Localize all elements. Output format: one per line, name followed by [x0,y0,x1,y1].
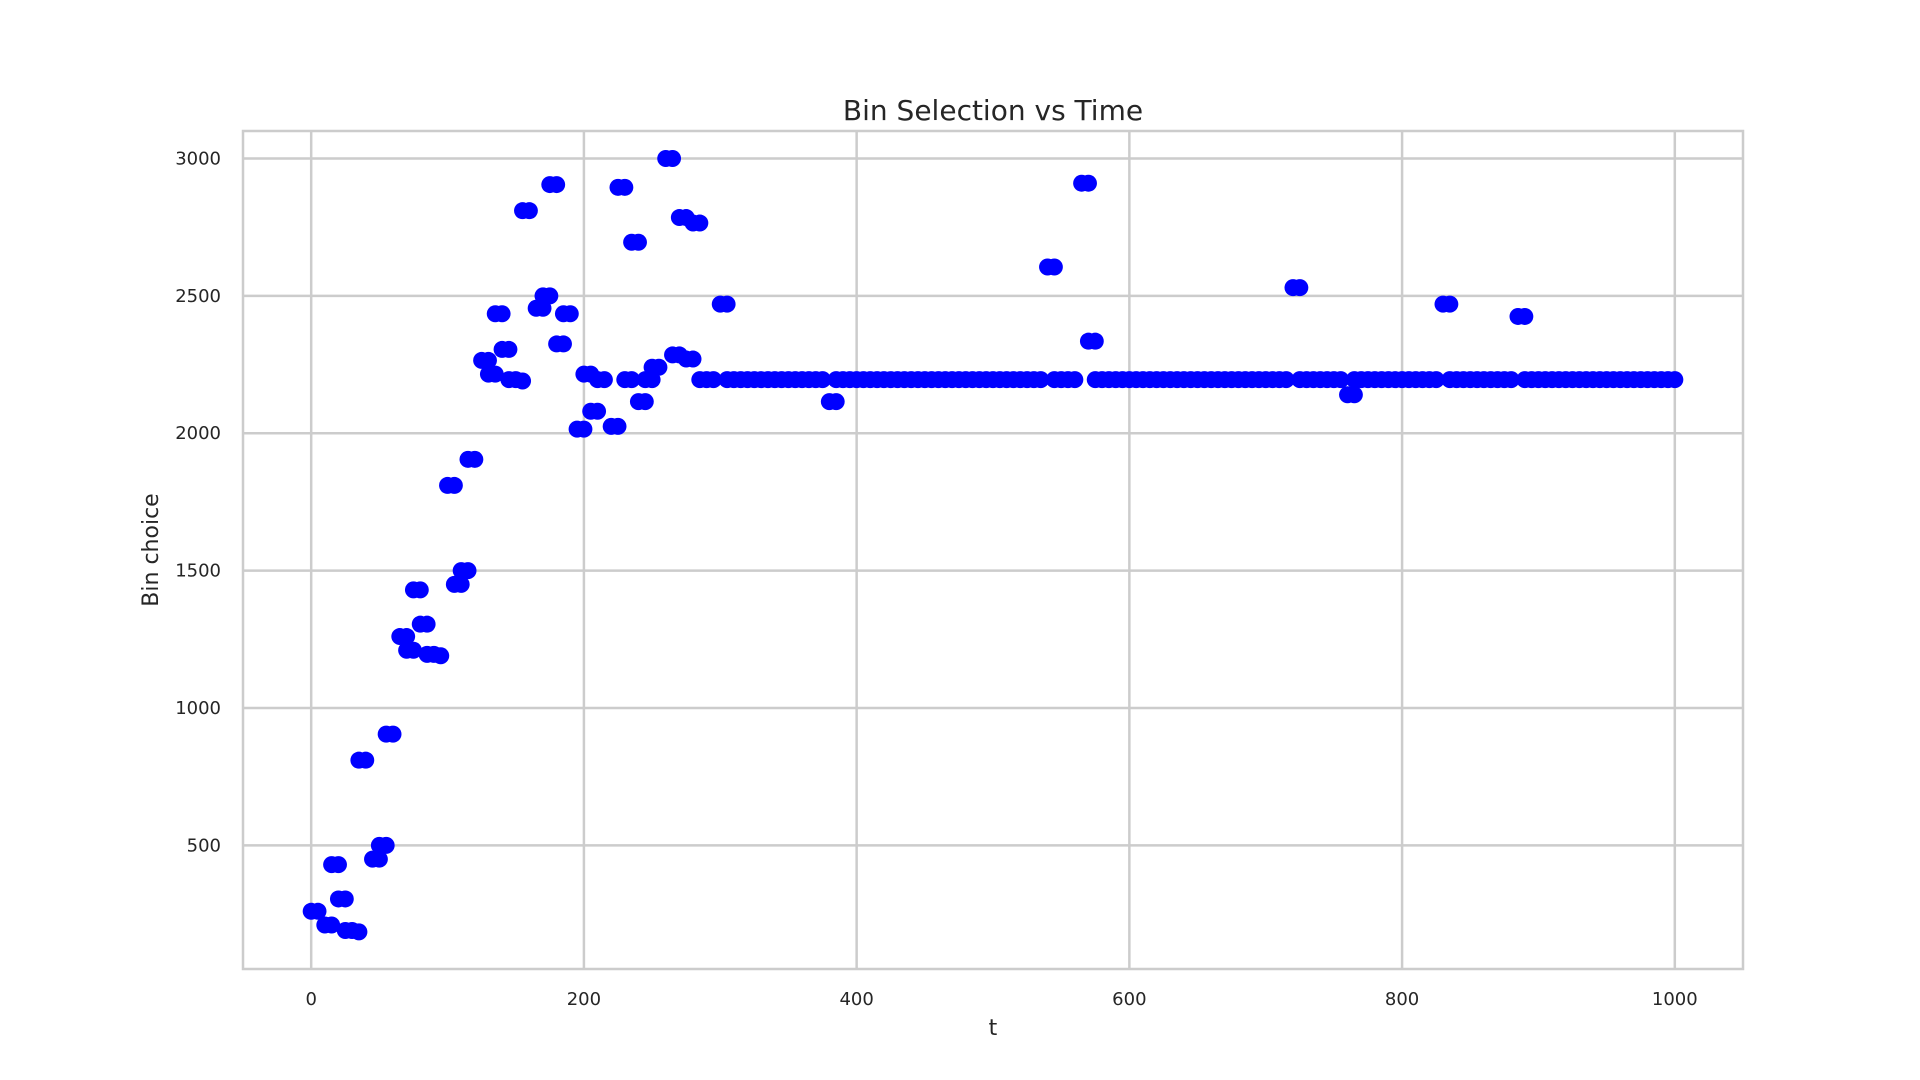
data-point [541,287,559,305]
data-point [323,916,341,934]
data-point [404,641,422,659]
data-point [1291,279,1309,297]
y-tick-label: 1500 [175,561,221,582]
data-points [302,149,1684,941]
x-tick-label: 200 [567,989,601,1010]
data-point [1079,174,1097,192]
data-point [452,575,470,593]
data-point [1441,295,1459,313]
data-point [827,393,845,411]
data-point [718,295,736,313]
y-axis-label: Bin choice [139,493,164,606]
data-point [691,214,709,232]
data-point [336,890,354,908]
data-point [561,305,579,323]
data-point [623,371,641,389]
data-point [398,628,416,646]
data-point [1045,258,1063,276]
data-point [589,402,607,420]
data-point [500,340,518,358]
data-point [411,581,429,599]
data-point [650,358,668,376]
data-point [1516,307,1534,325]
y-tick-labels: 500 1000 1500 2000 2500 3000 [175,148,221,856]
data-point [609,417,627,435]
data-point [479,351,497,369]
data-point [350,923,368,941]
data-point [1032,371,1050,389]
data-point [575,420,593,438]
data-point [636,393,654,411]
data-point [1666,371,1684,389]
data-point [643,371,661,389]
data-point [445,476,463,494]
data-point [432,647,450,665]
data-point [704,371,722,389]
data-point [514,372,532,390]
data-point [664,149,682,167]
chart-title: Bin Selection vs Time [843,94,1143,127]
data-point [377,836,395,854]
grid-lines [243,131,1743,969]
x-tick-label: 800 [1385,989,1419,1010]
x-tick-label: 400 [839,989,873,1010]
data-point [466,450,484,468]
data-point [1086,332,1104,350]
data-point [329,856,347,874]
y-tick-label: 500 [187,835,221,856]
x-tick-label: 600 [1112,989,1146,1010]
data-point [459,562,477,580]
x-tick-label: 1000 [1652,989,1698,1010]
data-point [616,178,634,196]
data-point [548,176,566,194]
data-point [629,233,647,251]
y-tick-label: 2500 [175,286,221,307]
data-point [554,335,572,353]
data-point [384,725,402,743]
data-point [534,299,552,317]
data-point [493,305,511,323]
data-point [418,615,436,633]
data-point [595,371,613,389]
x-tick-labels: 0 200 400 600 800 1000 [305,989,1697,1010]
data-point [520,202,538,220]
data-point [357,751,375,769]
data-point [1345,386,1363,404]
data-point [814,371,832,389]
data-point [1332,371,1350,389]
data-point [1427,371,1445,389]
data-point [1502,371,1520,389]
y-tick-label: 1000 [175,698,221,719]
data-point [370,850,388,868]
plot-area [243,131,1743,969]
data-point [684,350,702,368]
data-point [486,365,504,383]
y-tick-label: 2000 [175,423,221,444]
x-tick-label: 0 [305,989,316,1010]
plot-frame [241,129,1745,971]
data-point [309,902,327,920]
data-point [1066,371,1084,389]
x-axis-label: t [989,1016,998,1041]
y-tick-label: 3000 [175,148,221,169]
data-point [1277,371,1295,389]
